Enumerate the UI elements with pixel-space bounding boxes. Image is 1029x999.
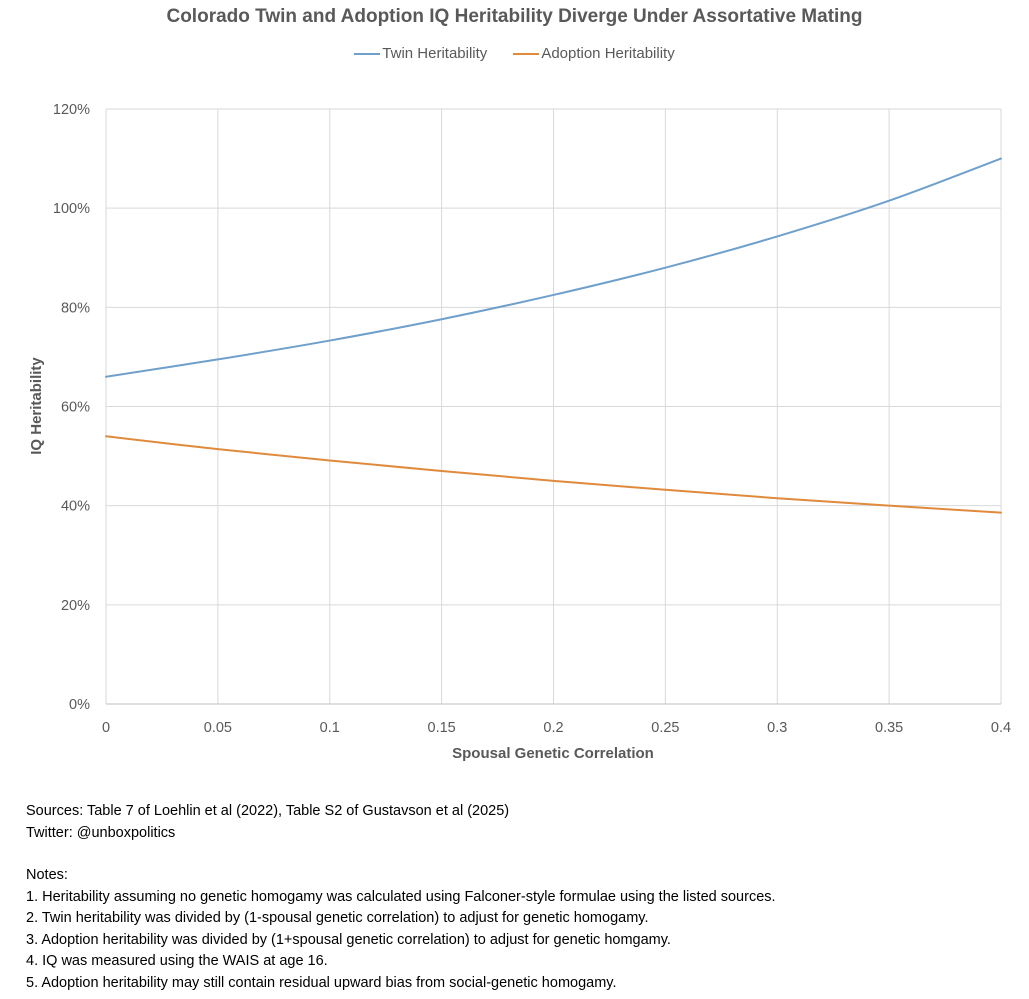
legend-label-adoption: Adoption Heritability [541, 45, 675, 62]
twitter-line: Twitter: @unboxpolitics [26, 824, 176, 841]
spacer [26, 844, 776, 865]
note-item: 3. Adoption heritability was divided by … [26, 931, 671, 948]
x-tick-label: 0.05 [204, 720, 232, 736]
x-tick-label: 0.15 [428, 720, 456, 736]
plot-area: 0 0.05 0.1 0.15 0.2 0.25 0.3 0.35 0.4 0% 20% 40% 60%… [28, 102, 1011, 762]
legend-item-adoption: Adoption Heritability [513, 45, 675, 62]
series-line-twin-heritability [105, 157, 1002, 378]
sources-line: Sources: Table 7 of Loehlin et al (2022)… [26, 803, 510, 819]
legend-swatch-adoption [513, 52, 540, 55]
x-tick-label: 0.1 [320, 720, 340, 736]
legend-label-twin: Twin Heritability [382, 45, 488, 62]
note-item: 4. IQ was measured using the WAIS at age… [26, 953, 328, 969]
x-tick-label: 0.2 [543, 720, 563, 736]
y-tick-label: 80% [61, 300, 90, 316]
y-tick-label: 40% [61, 499, 90, 515]
chart-title: Colorado Twin and Adoption IQ Heritabili… [166, 6, 863, 27]
x-tick-label: 0.35 [875, 720, 903, 736]
y-tick-label: 100% [53, 201, 90, 217]
legend-swatch-twin [354, 52, 381, 55]
tick-labels: 0 0.05 0.1 0.15 0.2 0.25 0.3 0.35 0.4 0% 20% 40% 60%… [53, 102, 1011, 736]
x-tick-label: 0.4 [991, 720, 1011, 736]
footer-notes: Sources: Table 7 of Loehlin et al (2022)… [26, 801, 776, 994]
note-item: 2. Twin heritability was divided by (1-s… [26, 910, 649, 926]
x-axis-title: Spousal Genetic Correlation [452, 745, 654, 762]
note-item: 1. Heritability assuming no genetic homo… [26, 888, 776, 905]
x-tick-label: 0.25 [651, 720, 679, 736]
y-tick-label: 20% [61, 598, 90, 614]
y-tick-label: 120% [53, 102, 90, 118]
y-tick-label: 60% [61, 400, 90, 416]
x-tick-label: 0 [102, 720, 110, 736]
y-tick-label: 0% [69, 697, 90, 713]
legend-item-twin: Twin Heritability [354, 45, 487, 62]
notes-title: Notes: [26, 867, 68, 883]
note-item: 5. Adoption heritability may still conta… [26, 974, 617, 991]
grid-lines [105, 108, 1002, 705]
series-line-adoption-heritability [105, 435, 1002, 514]
chart-legend: Twin Heritability Adoption Heritability [0, 45, 1029, 62]
y-axis-title: IQ Heritability [28, 357, 45, 455]
x-tick-label: 0.3 [767, 720, 787, 736]
series-lines [105, 157, 1002, 514]
